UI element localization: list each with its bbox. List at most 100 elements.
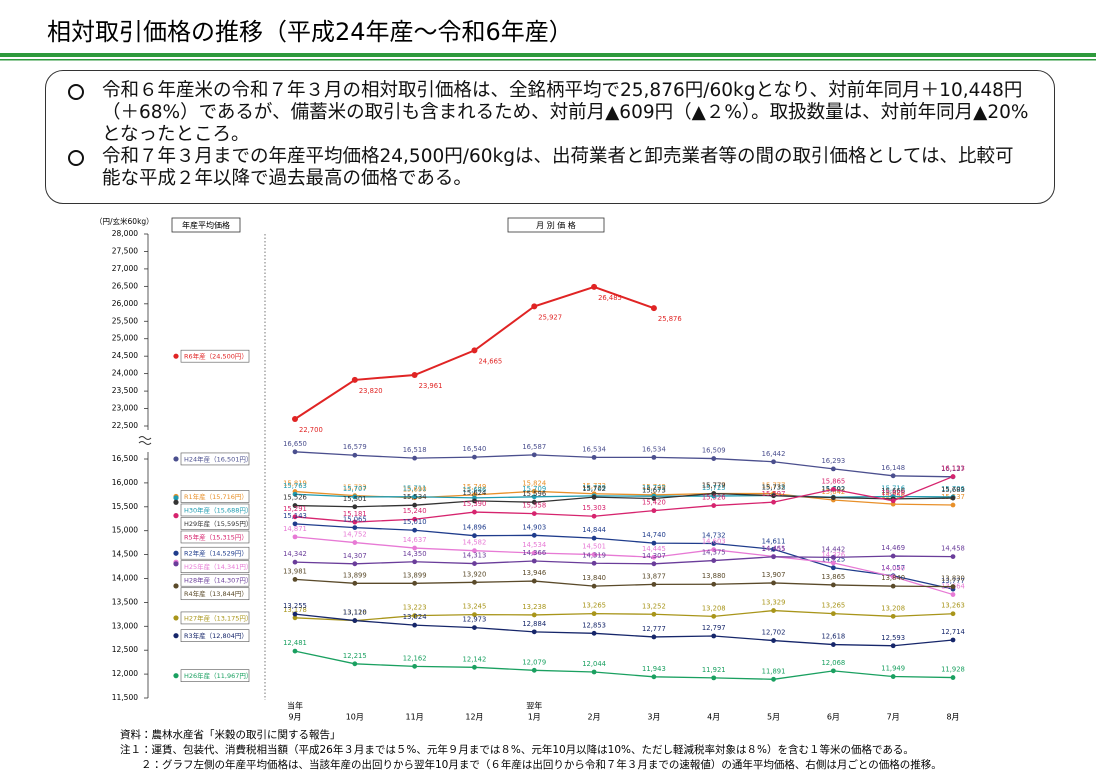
y-tick-label: 26,500 [112,281,138,290]
data-label: 14,611 [762,537,786,545]
data-point [292,611,298,617]
y-tick-label: 26,000 [112,299,138,308]
data-label: 13,178 [283,606,307,614]
data-label: 15,642 [821,488,845,496]
y-tick-label: 13,000 [112,621,138,630]
legend-label: H27年産（13,175円） [184,613,252,622]
data-label: 14,307 [642,552,666,560]
data-point [531,558,537,564]
data-point [890,498,896,504]
data-point [711,675,717,681]
data-point [950,502,956,508]
data-label: 11,949 [881,665,905,673]
data-label: 13,208 [881,604,905,612]
data-label: 13,840 [881,574,905,582]
average-marker [173,353,179,359]
data-label: 15,534 [403,493,427,501]
data-label: 13,263 [941,602,965,610]
series-line [294,555,954,565]
data-label: 15,773 [582,482,606,490]
data-point [711,558,717,563]
title-rule [0,59,1096,61]
average-marker [173,499,179,505]
data-label: 14,458 [941,545,965,553]
data-label: 13,830 [941,575,965,583]
data-label: 15,526 [283,494,307,502]
data-label: 12,797 [702,624,726,632]
page-title: 相対取引価格の推移（平成24年産～令和6年産） [47,18,573,46]
data-label: 15,763 [283,482,307,490]
data-point [531,511,537,516]
data-label: 16,587 [522,443,546,451]
data-label: 14,637 [403,536,427,544]
data-label: 14,319 [582,551,606,559]
data-point [472,579,477,585]
summary-item: 令和７年３月までの年産平均価格24,500円/60kgは、出荷業者と卸売業者等の… [66,146,1032,190]
data-point [352,452,358,458]
data-point [830,582,836,588]
data-point [352,540,358,545]
data-point [711,613,717,619]
data-point [412,559,418,565]
data-label: 15,683 [941,486,965,494]
legend-box [180,560,250,574]
x-tick-label: 11月 [406,713,424,722]
data-point [950,611,956,617]
data-point [651,540,657,546]
x-annotation: 翌年 [526,701,542,711]
data-label: 16,442 [762,450,786,458]
data-label: 11,928 [941,666,965,674]
data-point [412,545,418,551]
data-label: 16,534 [642,445,666,453]
data-point [412,494,418,500]
data-point [591,611,597,617]
legend-label: R1年産（15,716円） [184,492,248,501]
data-point [292,648,298,654]
data-label: 15,711 [403,485,427,493]
y-tick-label: 27,500 [112,246,138,255]
data-point [771,638,776,643]
data-point [711,541,717,546]
data-label: 15,749 [642,483,666,491]
data-label: 15,735 [762,484,786,492]
data-label: 13,880 [702,572,726,580]
data-label: 15,291 [283,505,307,513]
legend-label: H29年産（15,595円） [184,519,252,528]
data-point [890,501,896,507]
data-label: 15,526 [702,494,726,502]
average-marker [173,615,179,621]
data-label: 11,943 [642,665,666,673]
data-point [472,509,477,515]
data-label: 15,303 [582,504,606,512]
data-label: 15,777 [762,482,786,490]
data-point [412,613,418,619]
data-point [352,618,358,623]
data-label: 13,329 [762,599,786,607]
legend-label: R5年産（15,315円） [184,532,248,541]
data-label: 13,777 [941,577,965,585]
data-label: 14,445 [642,545,666,553]
data-point [711,633,717,639]
data-label: 15,716 [881,484,905,492]
data-point [531,629,537,635]
series-line [294,451,954,478]
axis-break [138,436,152,445]
data-label: 14,342 [283,550,307,558]
data-label: 15,729 [582,484,606,492]
legend-label: H28年産（14,307円） [184,576,252,585]
data-label: 14,752 [343,531,367,539]
data-label: 23,820 [359,387,383,395]
data-point [531,550,537,556]
data-point [531,532,537,538]
data-point [830,554,836,560]
legend-box [180,573,250,587]
legend-label: H24年産（16,501円） [184,454,252,463]
data-label: 15,240 [403,507,427,515]
x-annotation: 当年 [287,701,303,711]
data-label: 25,927 [538,313,562,321]
data-label: 15,690 [403,486,427,494]
data-label: 13,252 [642,602,666,610]
data-label: 16,127 [941,465,965,473]
data-label: 13,865 [821,573,845,581]
